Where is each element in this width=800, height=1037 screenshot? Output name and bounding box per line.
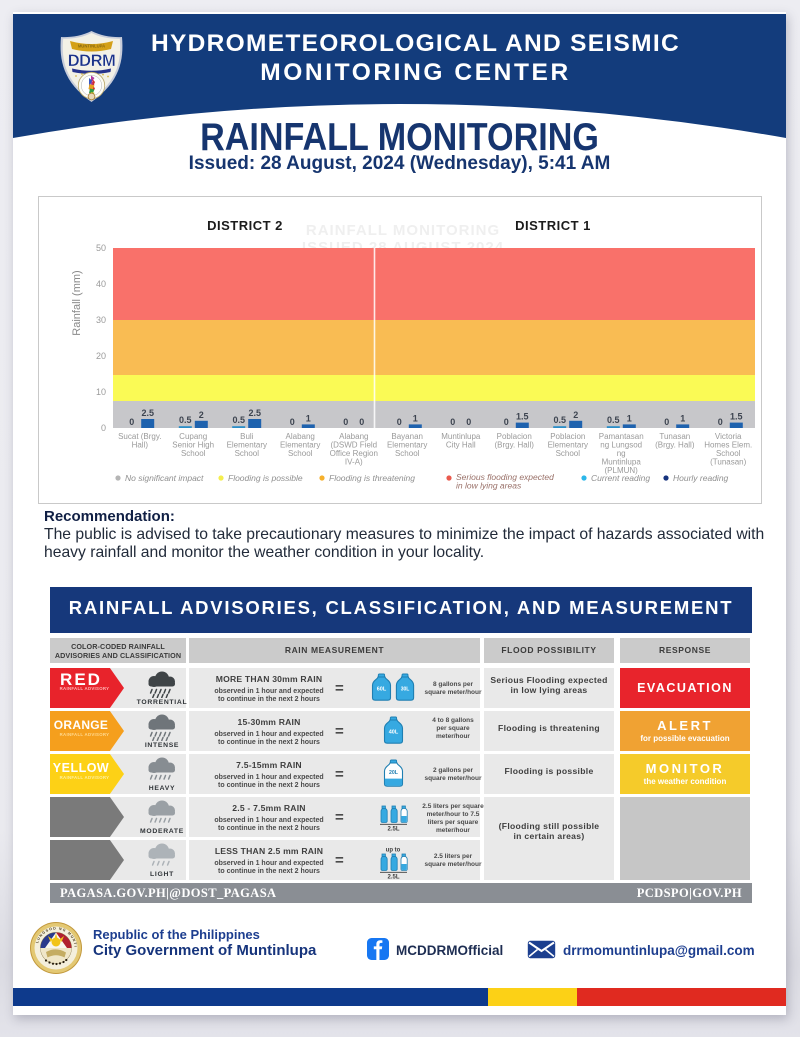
- svg-text:2.5L: 2.5L: [387, 875, 399, 880]
- svg-text:1: 1: [306, 413, 311, 423]
- svg-text:1.5: 1.5: [730, 412, 743, 422]
- svg-text:up to: up to: [386, 848, 401, 854]
- svg-text:0.5: 0.5: [179, 415, 192, 425]
- svg-text:0: 0: [397, 417, 402, 427]
- svg-text:Hourly reading: Hourly reading: [673, 473, 729, 483]
- svg-text:0: 0: [466, 417, 471, 427]
- svg-text:2.5L: 2.5L: [387, 827, 399, 833]
- svg-text:0: 0: [359, 417, 364, 427]
- svg-text:DDRM: DDRM: [68, 52, 116, 70]
- svg-text:Current reading: Current reading: [591, 473, 650, 483]
- svg-text:0: 0: [129, 417, 134, 427]
- svg-text:0: 0: [664, 417, 669, 427]
- svg-text:0: 0: [450, 417, 455, 427]
- svg-text:Flooding is threatening: Flooding is threatening: [329, 473, 415, 483]
- svg-text:30L: 30L: [401, 687, 410, 693]
- svg-text:50: 50: [96, 243, 106, 253]
- svg-text:Rainfall (mm): Rainfall (mm): [71, 270, 83, 335]
- svg-text:2: 2: [573, 410, 578, 420]
- svg-text:0: 0: [718, 417, 723, 427]
- svg-text:0.5: 0.5: [554, 415, 567, 425]
- svg-text:0.5: 0.5: [233, 415, 246, 425]
- svg-text:0.5: 0.5: [607, 415, 620, 425]
- svg-text:1: 1: [413, 413, 418, 423]
- svg-text:Flooding is possible: Flooding is possible: [228, 473, 303, 483]
- svg-text:Poblacion(Brgy. Hall): Poblacion (Brgy. Hall): [494, 432, 534, 450]
- svg-text:40: 40: [96, 279, 106, 289]
- svg-text:DISTRICT 2: DISTRICT 2: [207, 218, 283, 233]
- svg-text:2: 2: [199, 410, 204, 420]
- svg-text:1.5: 1.5: [516, 412, 529, 422]
- svg-text:MUNTINLUPA: MUNTINLUPA: [78, 44, 105, 49]
- svg-text:0: 0: [504, 417, 509, 427]
- svg-text:Sucat (Brgy.Hall): Sucat (Brgy. Hall): [118, 432, 161, 450]
- svg-text:No significant impact: No significant impact: [125, 473, 204, 483]
- svg-text:0: 0: [290, 417, 295, 427]
- svg-text:0: 0: [343, 417, 348, 427]
- svg-text:60L: 60L: [377, 687, 387, 693]
- svg-text:1: 1: [680, 413, 685, 423]
- svg-text:0: 0: [101, 423, 106, 433]
- svg-text:10: 10: [96, 387, 106, 397]
- svg-text:20: 20: [96, 351, 106, 361]
- svg-text:2.5: 2.5: [249, 408, 262, 418]
- svg-text:1: 1: [627, 413, 632, 423]
- svg-text:Tunasan(Brgy. Hall): Tunasan (Brgy. Hall): [655, 432, 695, 450]
- svg-text:2.5: 2.5: [142, 408, 155, 418]
- svg-text:20L: 20L: [389, 770, 399, 776]
- svg-text:DISTRICT 1: DISTRICT 1: [515, 218, 591, 233]
- svg-text:40L: 40L: [389, 730, 399, 736]
- svg-text:30: 30: [96, 315, 106, 325]
